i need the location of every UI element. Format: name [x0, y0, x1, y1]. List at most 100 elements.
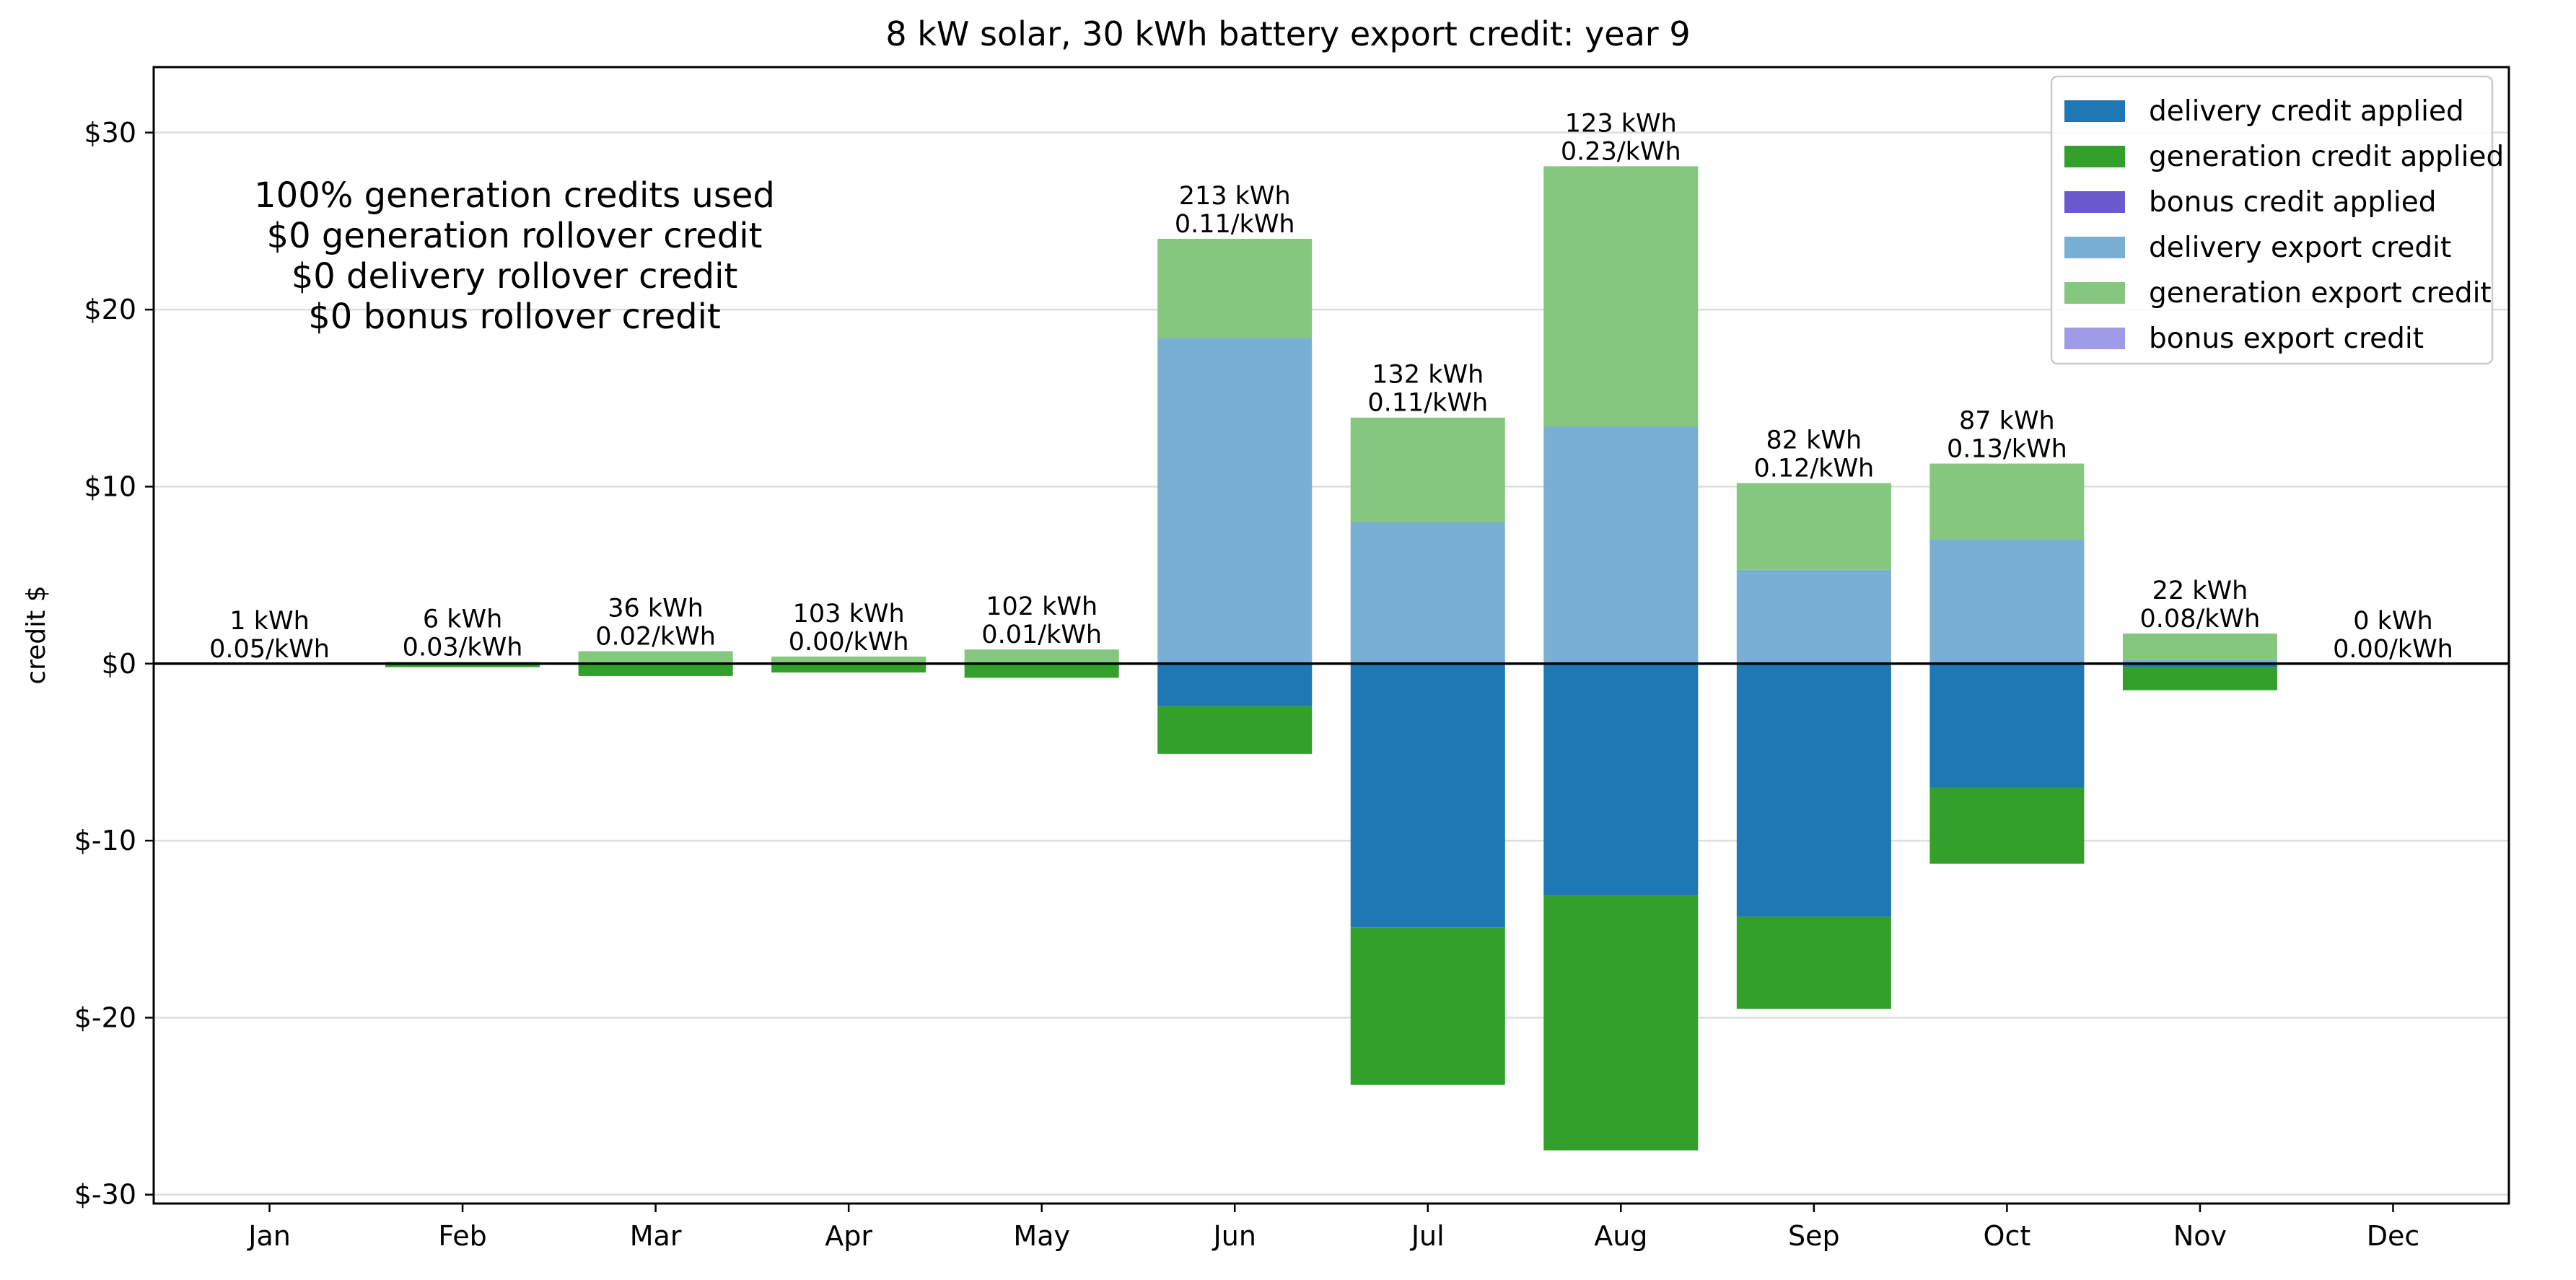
bar-segment [1350, 417, 1505, 522]
bar-segment [964, 663, 1119, 678]
legend-swatch [2064, 100, 2125, 122]
bar-label-rate: 0.00/kWh [789, 628, 909, 657]
bar-segment [2122, 659, 2277, 664]
bar-label-rate: 0.23/kWh [1561, 137, 1681, 166]
x-tick-label: Jul [1410, 1220, 1445, 1252]
bar-segment [2122, 634, 2277, 660]
bar-label-energy: 22 kWh [2152, 577, 2248, 605]
bar-segment [1736, 916, 1891, 1009]
bar-label-energy: 123 kWh [1565, 109, 1677, 138]
bar-label-energy: 0 kWh [2353, 607, 2432, 636]
bar-label-energy: 1 kWh [229, 607, 309, 636]
bar-label-energy: 36 kWh [608, 595, 704, 623]
x-tick-label: Oct [1984, 1220, 2031, 1252]
bar-label-energy: 82 kWh [1766, 426, 1862, 455]
bar-segment [1929, 787, 2085, 864]
y-tick-label: $20 [84, 294, 136, 325]
plot-frame [152, 66, 2510, 1205]
bar-segment [771, 656, 926, 664]
bar-segment [1543, 426, 1699, 664]
bar-label-energy: 213 kWh [1179, 182, 1291, 211]
bar-segment [1350, 663, 1505, 928]
legend-entry: bonus export credit [2149, 323, 2424, 355]
bar-segment [1929, 663, 2085, 788]
annotation-line: 100% generation credits used [254, 175, 775, 216]
bar-label-energy: 103 kWh [793, 600, 905, 628]
bar-segment [1929, 540, 2085, 664]
bar-segment [2122, 663, 2277, 667]
bar-label-rate: 0.01/kWh [981, 621, 1102, 649]
legend-box [2050, 75, 2494, 365]
bar-segment [964, 649, 1119, 664]
bar-label-rate: 0.13/kWh [1947, 435, 2067, 464]
y-tick-label: $-30 [74, 1179, 136, 1211]
bar-label-rate: 0.02/kWh [595, 623, 716, 652]
bars [385, 166, 2277, 1151]
legend-entry: delivery export credit [2149, 232, 2451, 264]
x-tick-label: Mar [630, 1220, 682, 1252]
legend-entry: bonus credit applied [2149, 186, 2437, 219]
bar-label-rate: 0.12/kWh [1753, 455, 1874, 483]
bar-label-rate: 0.05/kWh [209, 635, 330, 664]
bar-segment [1929, 463, 2085, 540]
legend-entry: generation export credit [2149, 277, 2492, 310]
bar-segment [1736, 663, 1891, 917]
bar-segment [385, 663, 540, 667]
bar-label-rate: 0.11/kWh [1175, 210, 1295, 239]
legend: delivery credit applied generation credit… [2050, 75, 2504, 365]
x-tick-label: Sep [1788, 1220, 1840, 1252]
x-tick-label: Jan [247, 1220, 291, 1252]
bar-segment [1543, 166, 1699, 427]
bar-segment [1350, 522, 1505, 664]
bar-segment [771, 663, 926, 673]
bar-label-energy: 87 kWh [1959, 407, 2055, 436]
bar-segment [1157, 663, 1313, 706]
x-tick-label: May [1013, 1220, 1070, 1252]
y-tick-label: $-10 [74, 825, 136, 856]
y-tick-label: $-20 [74, 1001, 136, 1033]
y-axis-label: credit $ [22, 585, 51, 684]
bar-segment [1736, 569, 1891, 664]
legend-swatch [2064, 282, 2125, 304]
x-tick-label: Jun [1212, 1220, 1256, 1252]
bar-segment [1543, 663, 1699, 896]
legend-entry: generation credit applied [2149, 141, 2504, 173]
x-tick-label: Feb [438, 1220, 486, 1252]
bar-segment [1350, 927, 1505, 1085]
x-tick-label: Dec [2367, 1220, 2420, 1252]
annotation-line: $0 bonus rollover credit [308, 297, 721, 337]
bar-label-rate: 0.08/kWh [2140, 605, 2261, 634]
bar-label-rate: 0.11/kWh [1367, 389, 1488, 418]
bar-segment [1157, 338, 1313, 664]
bar-segment [578, 663, 733, 676]
bar-segment [1157, 238, 1313, 338]
axes: $30 $20 $10 $0 $-10 $-20 $-30 Jan Feb Mar Apr May Ju… [74, 66, 2510, 1252]
bar-label-energy: 6 kWh [423, 605, 502, 634]
bar-segment [1157, 706, 1313, 754]
y-tick-label: $0 [102, 648, 136, 680]
annotation-line: $0 delivery rollover credit [292, 256, 738, 297]
bar-label-energy: 132 kWh [1372, 361, 1484, 390]
legend-swatch [2064, 191, 2125, 213]
legend-swatch [2064, 237, 2125, 258]
bar-segment [578, 651, 733, 664]
annotation-text: 100% generation credits used$0 generatio… [254, 175, 775, 337]
bar-segment [1543, 895, 1699, 1151]
grid-lines [154, 131, 2509, 1196]
bar-label-rate: 0.00/kWh [2333, 635, 2453, 664]
bar-segment [2122, 667, 2277, 691]
legend-swatch [2064, 328, 2125, 349]
chart-title: 8 kW solar, 30 kWh battery export credit… [885, 14, 1690, 53]
bar-label-rate: 0.03/kWh [403, 633, 523, 662]
legend-swatch [2064, 146, 2125, 167]
x-tick-label: Apr [825, 1220, 872, 1252]
legend-entry: delivery credit applied [2149, 95, 2464, 128]
bar-label-energy: 102 kWh [986, 592, 1098, 621]
bar-segment [1736, 483, 1891, 570]
x-tick-label: Aug [1594, 1220, 1647, 1252]
y-tick-label: $30 [84, 117, 136, 149]
annotation-line: $0 generation rollover credit [267, 216, 763, 256]
